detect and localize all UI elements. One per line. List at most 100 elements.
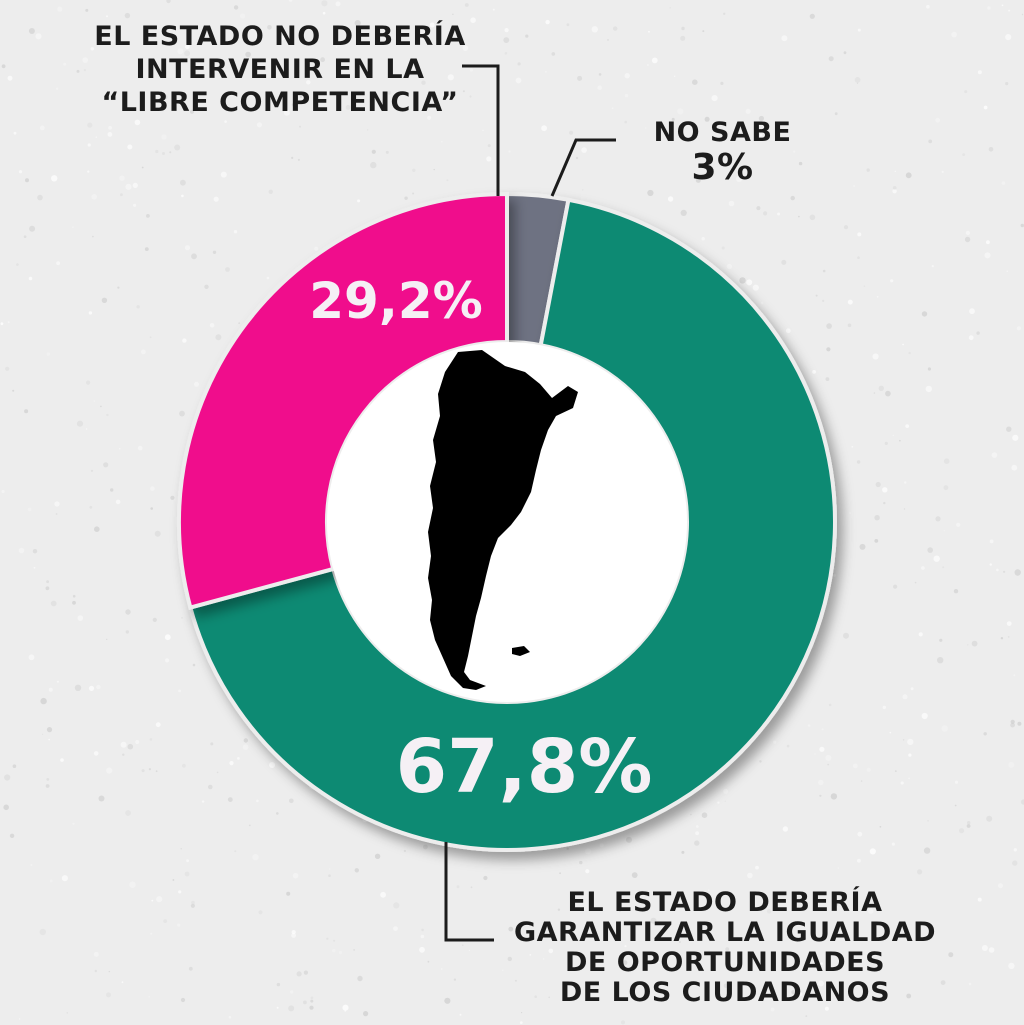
texture-speck: [256, 799, 259, 803]
texture-speck: [723, 12, 726, 15]
texture-speck: [49, 879, 53, 883]
texture-speck: [72, 594, 76, 598]
texture-speck: [747, 872, 753, 879]
texture-speck: [18, 170, 23, 174]
texture-speck: [884, 441, 888, 445]
texture-speck: [964, 90, 968, 94]
texture-speck: [204, 284, 209, 289]
texture-speck: [514, 979, 517, 982]
texture-speck: [921, 712, 928, 720]
texture-speck: [874, 515, 880, 521]
texture-speck: [1001, 181, 1006, 185]
texture-speck: [798, 992, 803, 997]
texture-speck: [194, 381, 199, 387]
texture-speck: [964, 236, 971, 243]
texture-speck: [240, 13, 246, 19]
texture-speck: [51, 175, 58, 182]
texture-speck: [291, 933, 296, 938]
texture-speck: [830, 793, 838, 800]
texture-speck: [7, 75, 13, 81]
texture-speck: [892, 186, 897, 190]
texture-speck: [60, 758, 64, 762]
texture-speck: [937, 657, 944, 664]
texture-speck: [918, 632, 923, 637]
texture-speck: [163, 95, 168, 100]
texture-speck: [93, 400, 96, 402]
texture-speck: [794, 941, 796, 944]
texture-speck: [209, 323, 215, 328]
texture-speck: [834, 112, 838, 116]
texture-speck: [310, 996, 314, 1000]
texture-speck: [335, 1, 341, 7]
texture-speck: [860, 780, 863, 782]
texture-speck: [856, 460, 861, 464]
texture-speck: [151, 899, 154, 902]
texture-speck: [805, 1015, 808, 1017]
texture-speck: [23, 235, 27, 238]
texture-speck: [120, 193, 123, 197]
texture-speck: [773, 740, 777, 744]
texture-speck: [752, 284, 759, 291]
texture-speck: [1010, 722, 1015, 728]
texture-speck: [866, 767, 871, 772]
texture-speck: [162, 152, 165, 155]
texture-speck: [332, 948, 336, 953]
texture-speck: [141, 769, 145, 773]
texture-speck: [37, 194, 43, 201]
texture-speck: [854, 77, 861, 83]
texture-speck: [631, 872, 638, 878]
texture-speck: [1020, 223, 1024, 228]
texture-speck: [876, 295, 879, 298]
texture-speck: [701, 237, 705, 241]
texture-speck: [717, 801, 720, 804]
texture-speck: [228, 1015, 232, 1019]
texture-speck: [470, 17, 476, 24]
texture-speck: [959, 828, 965, 834]
texture-speck: [923, 847, 931, 854]
texture-speck: [220, 171, 227, 178]
texture-speck: [248, 824, 251, 827]
texture-speck: [857, 858, 861, 863]
texture-speck: [598, 73, 602, 76]
texture-speck: [177, 923, 181, 927]
texture-speck: [3, 804, 10, 811]
texture-speck: [150, 486, 155, 491]
texture-speck: [437, 39, 440, 41]
texture-speck: [46, 352, 50, 356]
texture-speck: [46, 778, 50, 781]
texture-speck: [258, 910, 263, 915]
texture-speck: [252, 854, 259, 861]
texture-speck: [785, 328, 791, 334]
texture-speck: [30, 864, 33, 866]
texture-speck: [750, 995, 755, 999]
texture-speck: [1017, 721, 1022, 726]
texture-speck: [781, 259, 787, 265]
texture-speck: [905, 172, 912, 179]
texture-speck: [121, 981, 124, 984]
texture-speck: [577, 75, 583, 81]
texture-speck: [107, 132, 113, 137]
texture-speck: [875, 481, 881, 488]
texture-speck: [125, 630, 129, 634]
texture-speck: [521, 1012, 523, 1014]
texture-speck: [77, 615, 84, 621]
texture-speck: [977, 897, 982, 902]
texture-speck: [88, 311, 93, 315]
texture-speck: [968, 335, 974, 341]
texture-speck: [545, 70, 547, 73]
texture-speck: [723, 788, 729, 794]
texture-speck: [56, 261, 60, 266]
texture-speck: [917, 869, 923, 875]
label-line: El Estado no debería: [94, 21, 466, 52]
texture-speck: [910, 687, 914, 691]
texture-speck: [986, 240, 990, 245]
texture-speck: [181, 617, 183, 619]
texture-speck: [786, 744, 790, 748]
texture-speck: [843, 51, 847, 55]
texture-speck: [469, 95, 472, 98]
texture-speck: [487, 144, 491, 148]
texture-speck: [991, 452, 998, 458]
texture-speck: [353, 949, 355, 951]
texture-speck: [948, 952, 954, 958]
texture-speck: [100, 405, 102, 408]
